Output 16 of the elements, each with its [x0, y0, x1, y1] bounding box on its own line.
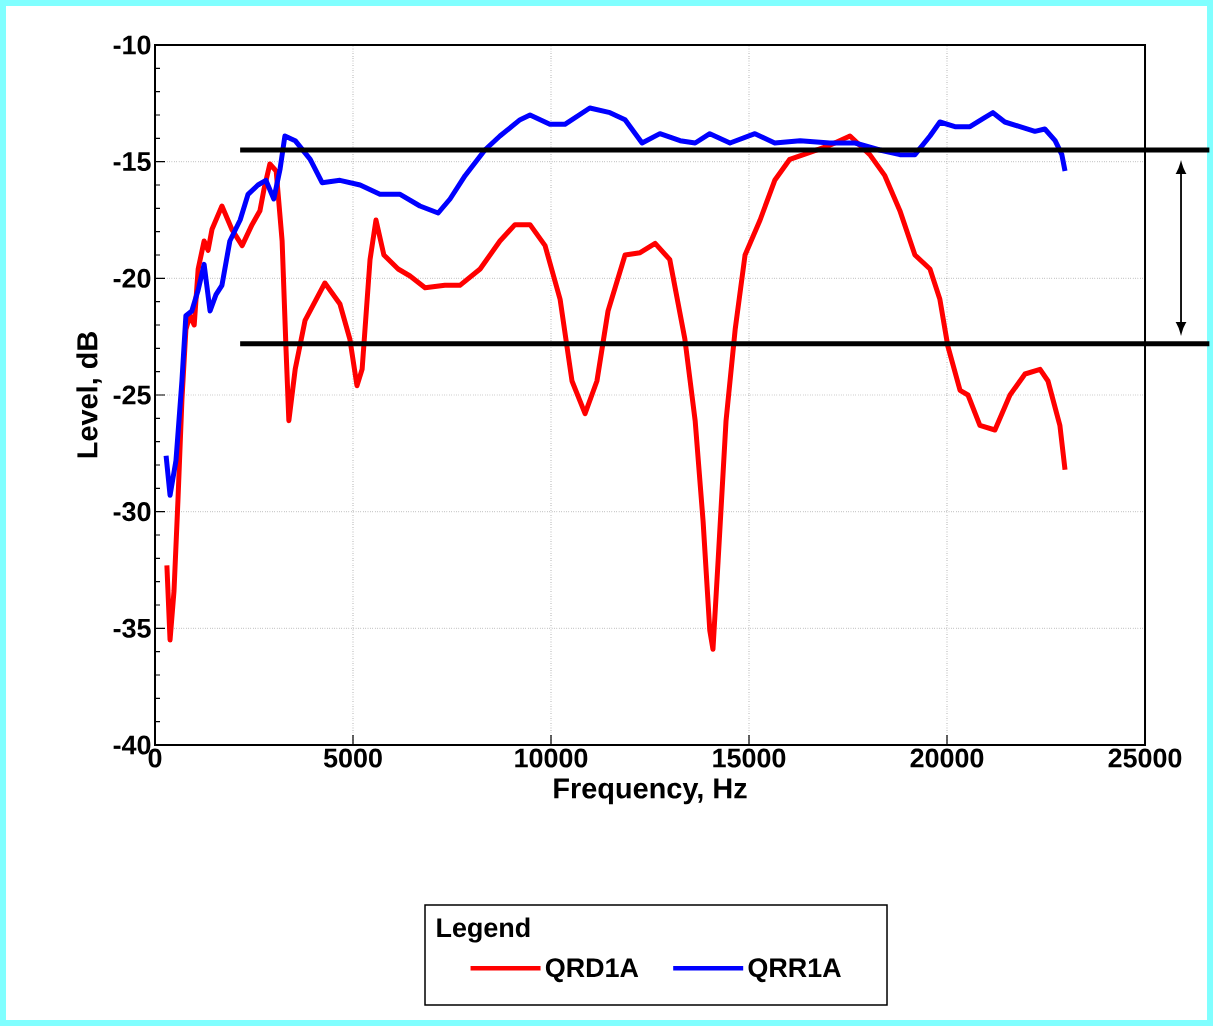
- x-axis-title: Frequency, Hz: [554, 778, 747, 805]
- y-tick-label: -30: [113, 502, 151, 522]
- y-axis-title: Level, dB: [76, 332, 102, 458]
- y-tick-label: -10: [113, 35, 151, 55]
- legend-label: QRD1A: [545, 958, 639, 983]
- y-tick-label: -15: [113, 152, 151, 172]
- legend-label: QRR1A: [748, 958, 841, 983]
- x-tick-label: 10000: [515, 748, 588, 768]
- x-tick-label: 15000: [713, 748, 786, 768]
- y-tick-label: -25: [113, 385, 151, 405]
- x-tick-label: 5000: [323, 748, 382, 768]
- x-tick-label: 20000: [910, 748, 984, 768]
- legend-title: Legend: [437, 917, 530, 943]
- y-tick-label: -35: [113, 618, 151, 638]
- x-tick-label: 25000: [1108, 748, 1182, 768]
- y-tick-label: -20: [113, 268, 151, 288]
